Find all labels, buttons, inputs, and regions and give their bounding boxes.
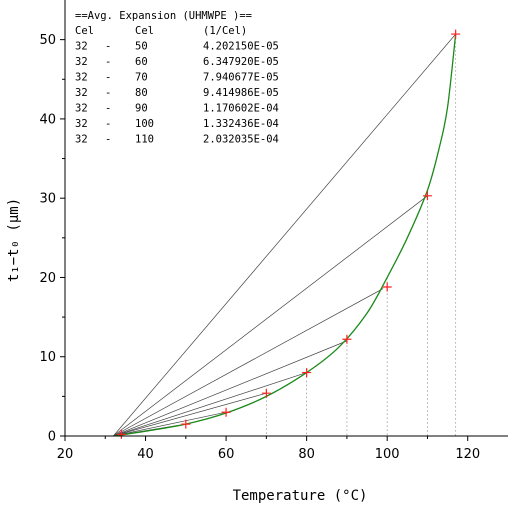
table-cell: 1.170602E-04 xyxy=(203,103,279,115)
chord-line xyxy=(113,288,384,437)
x-tick-label: 20 xyxy=(57,447,74,462)
table-row: 32 - 80 9.414986E-05 xyxy=(75,87,279,99)
x-tick-label: 100 xyxy=(375,447,400,462)
table-cell: 32 xyxy=(75,134,88,146)
table-cell: - xyxy=(105,72,111,84)
data-point xyxy=(382,282,392,292)
table-cell: 90 xyxy=(135,103,148,115)
data-point xyxy=(302,368,312,378)
table-cell: - xyxy=(105,41,111,53)
chord-line xyxy=(113,195,428,437)
data-point xyxy=(342,334,352,344)
table-cell: 60 xyxy=(135,56,148,68)
y-tick-label: 40 xyxy=(39,112,56,127)
table-cell: 32 xyxy=(75,56,88,68)
table-cell: 32 xyxy=(75,72,88,84)
data-point xyxy=(181,419,191,429)
x-tick-label: 40 xyxy=(137,447,154,462)
table-row: 32 - 90 1.170602E-04 xyxy=(75,103,279,115)
table-row: 32 - 60 6.347920E-05 xyxy=(75,56,279,68)
table-row: 32 - 70 7.940677E-05 xyxy=(75,72,279,84)
expansion-table: ==Avg. Expansion (UHMWPE )== Cel Cel (1/Cel… xyxy=(75,10,279,146)
table-cell: 80 xyxy=(135,87,148,99)
y-tick-label: 50 xyxy=(39,33,56,48)
data-point xyxy=(116,429,126,439)
table-cell: 50 xyxy=(135,41,148,53)
chord-line xyxy=(113,340,348,437)
x-tick-label: 60 xyxy=(218,447,235,462)
chord-line xyxy=(113,411,227,437)
table-title: ==Avg. Expansion (UHMWPE )== xyxy=(75,10,252,22)
data-point xyxy=(422,191,432,201)
data-point xyxy=(221,407,231,417)
table-cell: 9.414986E-05 xyxy=(203,87,279,99)
y-tick-label: 10 xyxy=(39,350,56,365)
x-tick-label: 80 xyxy=(298,447,315,462)
table-cell: 1.332436E-04 xyxy=(203,118,279,130)
y-tick-label: 30 xyxy=(39,192,56,207)
table-cell: - xyxy=(105,118,111,130)
table-cell: - xyxy=(105,103,111,115)
table-cell: - xyxy=(105,134,111,146)
table-cell: 2.032035E-04 xyxy=(203,134,279,146)
table-cell: 70 xyxy=(135,72,148,84)
table-cell: - xyxy=(105,87,111,99)
table-cell: 7.940677E-05 xyxy=(203,72,279,84)
y-tick-label: 20 xyxy=(39,271,56,286)
chord-line xyxy=(113,392,267,437)
table-cell: 32 xyxy=(75,118,88,130)
data-point xyxy=(451,29,461,39)
y-tick-label: 0 xyxy=(48,430,56,445)
table-cell: 6.347920E-05 xyxy=(203,56,279,68)
table-cell: 32 xyxy=(75,103,88,115)
table-header-cell: Cel xyxy=(135,25,154,37)
table-cell: - xyxy=(105,56,111,68)
table-header-cell: Cel xyxy=(75,25,94,37)
table-row: 32 - 110 2.032035E-04 xyxy=(75,134,279,146)
x-axis-title: Temperature (°C) xyxy=(233,488,368,504)
chord-line xyxy=(113,33,456,437)
table-header: Cel Cel (1/Cel) xyxy=(75,25,247,37)
table-header-cell: (1/Cel) xyxy=(203,25,247,37)
data-point xyxy=(261,388,271,398)
table-cell: 4.202150E-05 xyxy=(203,41,279,53)
y-axis-title: t₁−t₀ (μm) xyxy=(6,198,22,282)
table-cell: 32 xyxy=(75,41,88,53)
table-cell: 110 xyxy=(135,134,154,146)
table-cell: 100 xyxy=(135,118,154,130)
table-row: 32 - 50 4.202150E-05 xyxy=(75,41,279,53)
axes: 20 40 60 80 100 120 0 10 20 30 40 50 xyxy=(39,0,508,462)
table-row: 32 - 100 1.332436E-04 xyxy=(75,118,279,130)
x-tick-label: 120 xyxy=(455,447,480,462)
fit-curve xyxy=(113,34,457,437)
chord-line xyxy=(113,372,307,437)
table-cell: 32 xyxy=(75,87,88,99)
